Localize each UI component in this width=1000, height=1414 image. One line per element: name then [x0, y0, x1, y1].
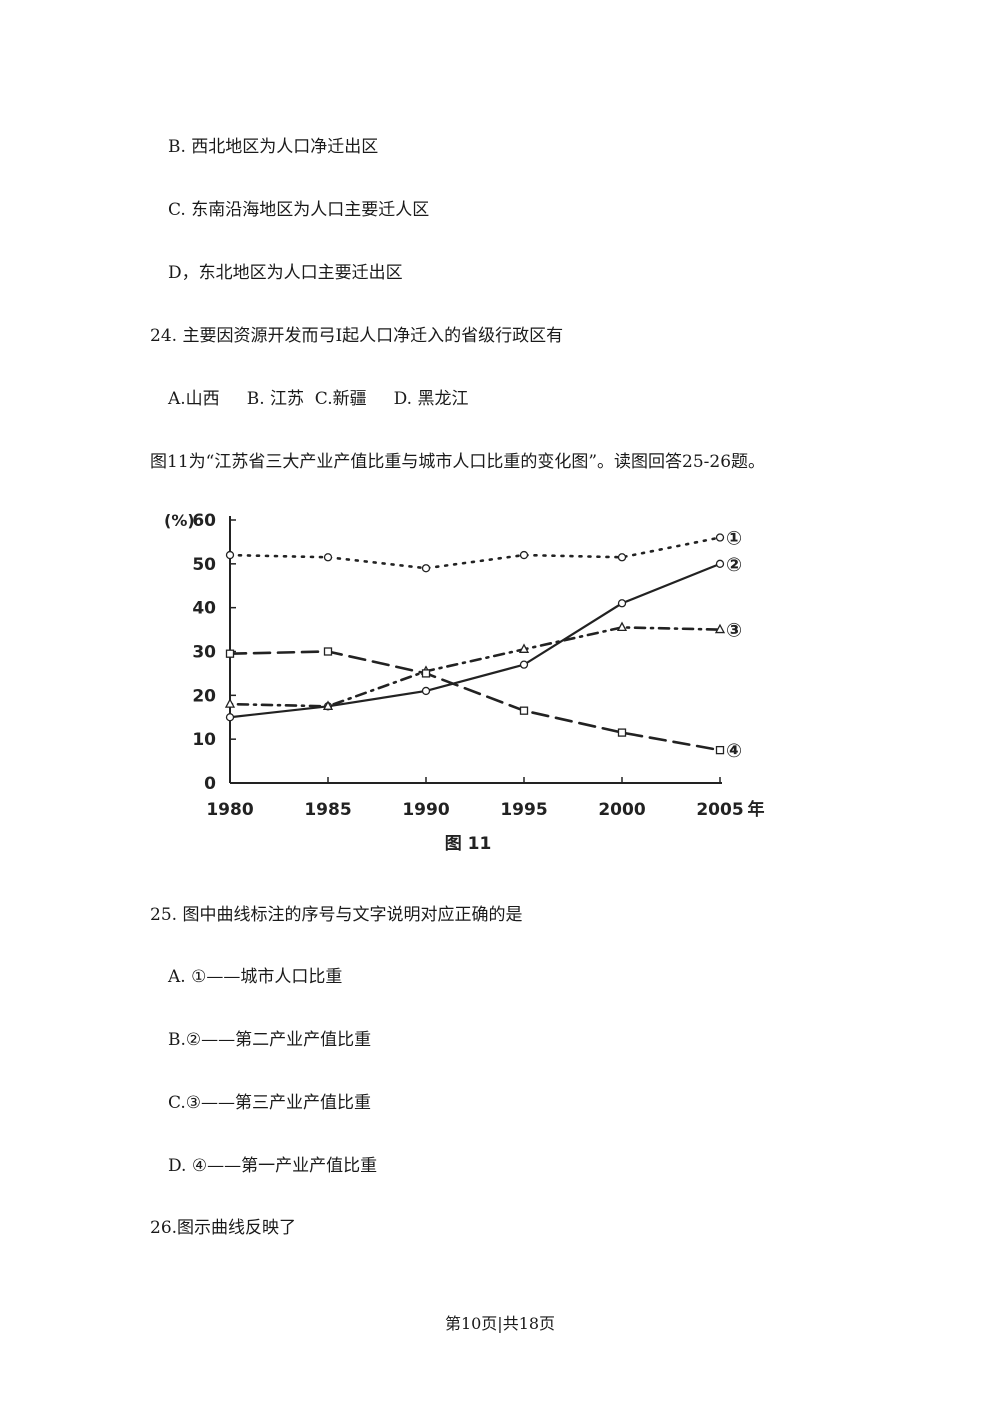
series-3-point — [224, 698, 236, 708]
series-1-point — [519, 550, 529, 560]
y-tick-label: 10 — [192, 730, 216, 750]
series-4-label: ④ — [726, 740, 742, 762]
q23-option-c: C. 东南沿海地区为人口主要迁人区 — [168, 200, 430, 220]
x-axis-unit: 年 — [748, 799, 765, 820]
series-2-point — [715, 559, 725, 568]
series-1-point — [617, 553, 627, 562]
series-4-line — [228, 650, 722, 752]
series-3-point — [322, 700, 334, 710]
figure-intro: 图11为“江苏省三大产业产值比重与城市人口比重的变化图”。读图回答25-26题。 — [150, 452, 766, 472]
chart-title: 图 11 — [445, 834, 492, 854]
series-2-line — [228, 562, 722, 719]
y-tick-label: 40 — [192, 599, 216, 619]
series-3-point — [714, 623, 726, 634]
x-tick-label: 1985 — [304, 800, 351, 820]
series-2-point — [617, 599, 627, 608]
q23-option-b: B. 西北地区为人口净迁出区 — [168, 137, 379, 157]
series-1-label: ① — [726, 528, 742, 550]
series-4-point — [617, 728, 627, 737]
question-26: 26.图示曲线反映了 — [150, 1218, 297, 1238]
question-24: 24. 主要因资源开发而弓I起人口净迁入的省级行政区有 — [150, 326, 564, 346]
x-tick-label: 2005 — [696, 800, 743, 820]
series-3-label: ③ — [726, 620, 742, 642]
series-2-label: ② — [726, 554, 742, 576]
series-4-point — [715, 745, 725, 755]
series-4-point — [421, 669, 431, 678]
y-tick-label: 20 — [192, 686, 216, 706]
series-1-point — [225, 550, 235, 560]
question-25: 25. 图中曲线标注的序号与文字说明对应正确的是 — [150, 905, 523, 925]
series-1-line — [228, 536, 722, 570]
series-4-point — [519, 706, 529, 715]
q25-option-c: C.③——第三产业产值比重 — [168, 1093, 372, 1113]
series-3-point — [518, 643, 530, 653]
series-4-point — [323, 647, 333, 656]
series-2-point — [421, 686, 431, 696]
x-tick-label: 1990 — [402, 800, 449, 820]
x-tick-label: 1980 — [206, 800, 253, 820]
q25-option-d: D. ④——第一产业产值比重 — [168, 1156, 378, 1176]
y-tick-label: 50 — [192, 555, 216, 575]
q25-option-b: B.②——第二产业产值比重 — [168, 1030, 372, 1050]
series-2-point — [519, 660, 529, 669]
series-2-point — [225, 713, 235, 722]
y-tick-label: 60 — [192, 511, 216, 531]
series-3-line — [228, 626, 722, 708]
q24-options: A.山西 B. 江苏 C.新疆 D. 黑龙江 — [168, 389, 469, 409]
series-3-point — [616, 621, 628, 632]
series-1-point — [715, 533, 725, 542]
x-tick-label: 1995 — [500, 800, 547, 820]
y-tick-label: 0 — [204, 774, 216, 794]
y-axis-label: (%) — [164, 511, 195, 530]
y-tick-label: 30 — [192, 643, 216, 663]
series-1-point — [323, 553, 333, 562]
q25-option-a: A. ①——城市人口比重 — [168, 967, 343, 987]
line-chart: 0 10 20 30 40 50 60(%) 1980 1985 1990 1995 2000 2005… — [164, 511, 765, 854]
x-tick-label: 2000 — [598, 800, 645, 820]
series-4-point — [225, 649, 235, 658]
page-footer: 第10页|共18页 — [444, 1314, 556, 1333]
series-1-point — [421, 564, 431, 573]
q23-option-d: D，东北地区为人口主要迁出区 — [168, 263, 403, 283]
